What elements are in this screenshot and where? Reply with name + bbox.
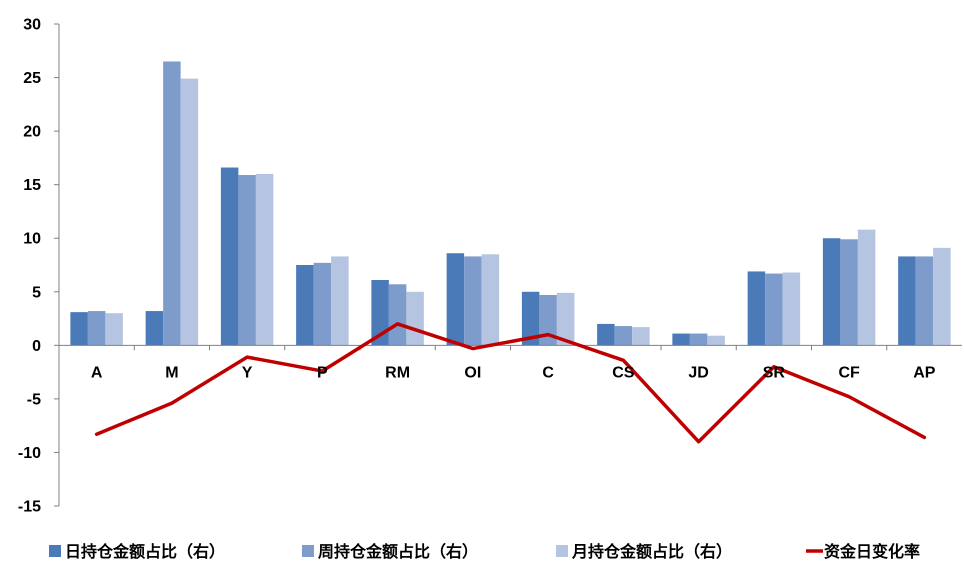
bar-s3-y [255,173,274,346]
x-tick-label: M [165,364,178,381]
bar-s1-c [521,291,540,346]
bar-s2-rm [388,284,407,346]
x-tick-label: CF [838,364,860,381]
bar-s1-jd [672,333,690,346]
bar-s1-oi [446,253,465,346]
bar-s2-cs [614,326,633,346]
bar-s1-ap [898,256,916,346]
y-tick-label: 25 [23,70,41,87]
line-layer [94,322,927,444]
bar-s2-a [87,311,106,346]
y-tick-label: 20 [23,124,41,141]
y-tick-label: 5 [32,284,41,301]
labels-layer: 30 25 20 15 10 5 0 -5 -10 -15 A M Y P RM OI C CS JD SR CF AP [18,17,936,516]
bar-s2-oi [464,256,482,346]
bar-s3-cf [857,229,876,346]
bar-s3-p [331,256,349,346]
bar-s1-p [296,265,314,346]
bar-s2-p [313,262,332,346]
bar-s1-a [70,312,88,346]
axes-layer [54,23,962,507]
bar-s1-cf [822,238,841,346]
bar-s1-m [145,311,164,346]
legend: 日持仓金额占比（右） 周持仓金额占比（右） 月持仓金额占比（右） 资金日变化率 [49,542,920,561]
bar-s1-y [220,167,239,346]
legend-swatch-3 [556,545,568,557]
x-tick-label: OI [464,364,481,381]
bar-s2-y [238,175,256,346]
x-tick-label: SR [763,364,786,381]
y-tick-label: 30 [23,17,41,34]
bar-s1-cs [597,323,615,346]
legend-label-3: 月持仓金额占比（右） [571,542,732,561]
legend-label-1: 日持仓金额占比（右） [65,542,225,561]
y-tick-label: -10 [18,445,41,462]
bar-s3-ap [933,247,951,346]
x-tick-label: CS [612,364,635,381]
line-series-fund-change [94,322,927,444]
x-tick-label: RM [385,364,410,381]
legend-label-4: 资金日变化率 [824,542,920,561]
bar-s1-sr [747,271,766,346]
x-tick-label: A [91,364,103,381]
bar-s3-cs [632,327,650,346]
x-tick-label: P [317,364,328,381]
x-tick-label: JD [688,364,708,381]
y-tick-label: 10 [23,231,41,248]
bar-s2-m [163,61,181,346]
y-tick-label: 15 [23,177,41,194]
legend-swatch-2 [302,545,314,557]
x-tick-label: C [542,364,554,381]
legend-label-2: 周持仓金额占比（右） [318,542,478,561]
bar-s3-a [105,313,123,346]
bar-s2-c [539,294,557,346]
bar-s2-sr [765,273,783,346]
bar-s3-rm [406,291,424,346]
x-tick-label: AP [913,364,936,381]
bar-s3-c [556,292,575,346]
bar-s3-sr [782,272,801,346]
bar-s2-ap [915,256,934,346]
y-tick-label: 0 [32,338,41,355]
y-tick-label: -15 [18,499,41,516]
y-tick-label: -5 [27,391,41,408]
x-tick-label: Y [242,364,253,381]
bar-s1-rm [371,280,389,346]
bar-s2-cf [840,239,858,346]
bar-s2-jd [689,333,708,346]
bar-s3-oi [481,254,500,346]
bars-layer [70,61,951,346]
bar-s3-m [180,78,199,346]
bar-s3-jd [707,335,725,346]
legend-swatch-1 [49,545,61,557]
